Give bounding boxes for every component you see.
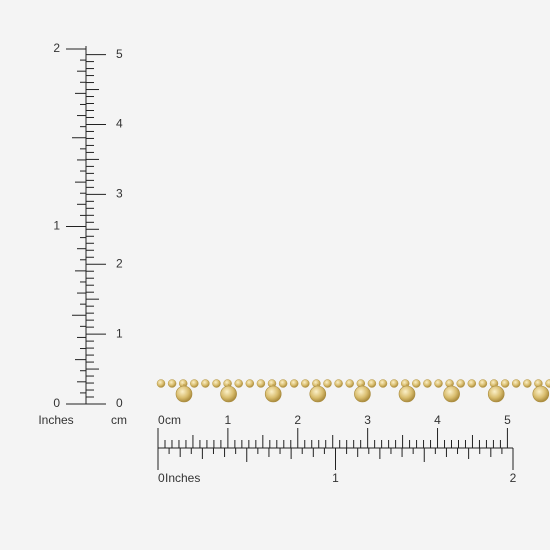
cm-label: 4 [434,413,441,427]
cm-label: 2 [294,413,301,427]
cm-label: 2 [116,256,123,270]
charm [398,385,416,403]
charm [354,385,371,403]
bead [345,379,354,388]
bead [334,379,343,388]
bead [434,379,443,388]
bead [323,379,332,388]
charm [309,385,327,403]
bead [456,379,465,388]
cm-label: 0 [116,396,123,410]
bead [190,379,199,388]
inch-label: 1 [332,471,339,485]
bead [467,379,477,388]
charm [487,385,505,403]
bead [389,379,399,388]
cm-label: 1 [116,326,123,340]
bead [367,379,377,388]
cm-unit: cm [165,413,181,427]
bead [256,379,266,388]
bead [500,379,510,388]
bead [289,379,299,388]
bead [511,379,521,388]
inch-label: 0 [53,396,60,410]
charm [175,385,193,403]
cm-label: 5 [504,413,511,427]
bead [234,379,243,388]
bead [167,379,177,388]
cm-label: 3 [116,187,123,201]
cm-label: 3 [364,413,371,427]
bead [412,379,421,388]
inch-unit: Inches [165,471,200,485]
charm [264,385,282,403]
bead [156,379,166,388]
bead [278,379,288,388]
bead [523,379,532,388]
charm [220,385,237,403]
bead [212,379,221,388]
bead [378,379,388,388]
charm [532,385,550,403]
inch-unit: Inches [38,413,73,427]
bead [478,379,488,388]
bead [201,379,210,388]
cm-label: 0 [158,413,165,427]
inch-label: 2 [53,41,60,55]
cm-label: 5 [116,47,123,61]
inch-label: 2 [510,471,517,485]
inch-label: 1 [53,219,60,233]
necklace [156,379,550,403]
bead [423,379,432,388]
bead [301,379,310,388]
charm [443,385,460,403]
cm-unit: cm [111,413,127,427]
bead [245,379,255,388]
cm-label: 1 [225,413,232,427]
cm-label: 4 [116,117,123,131]
inch-label: 0 [158,471,165,485]
